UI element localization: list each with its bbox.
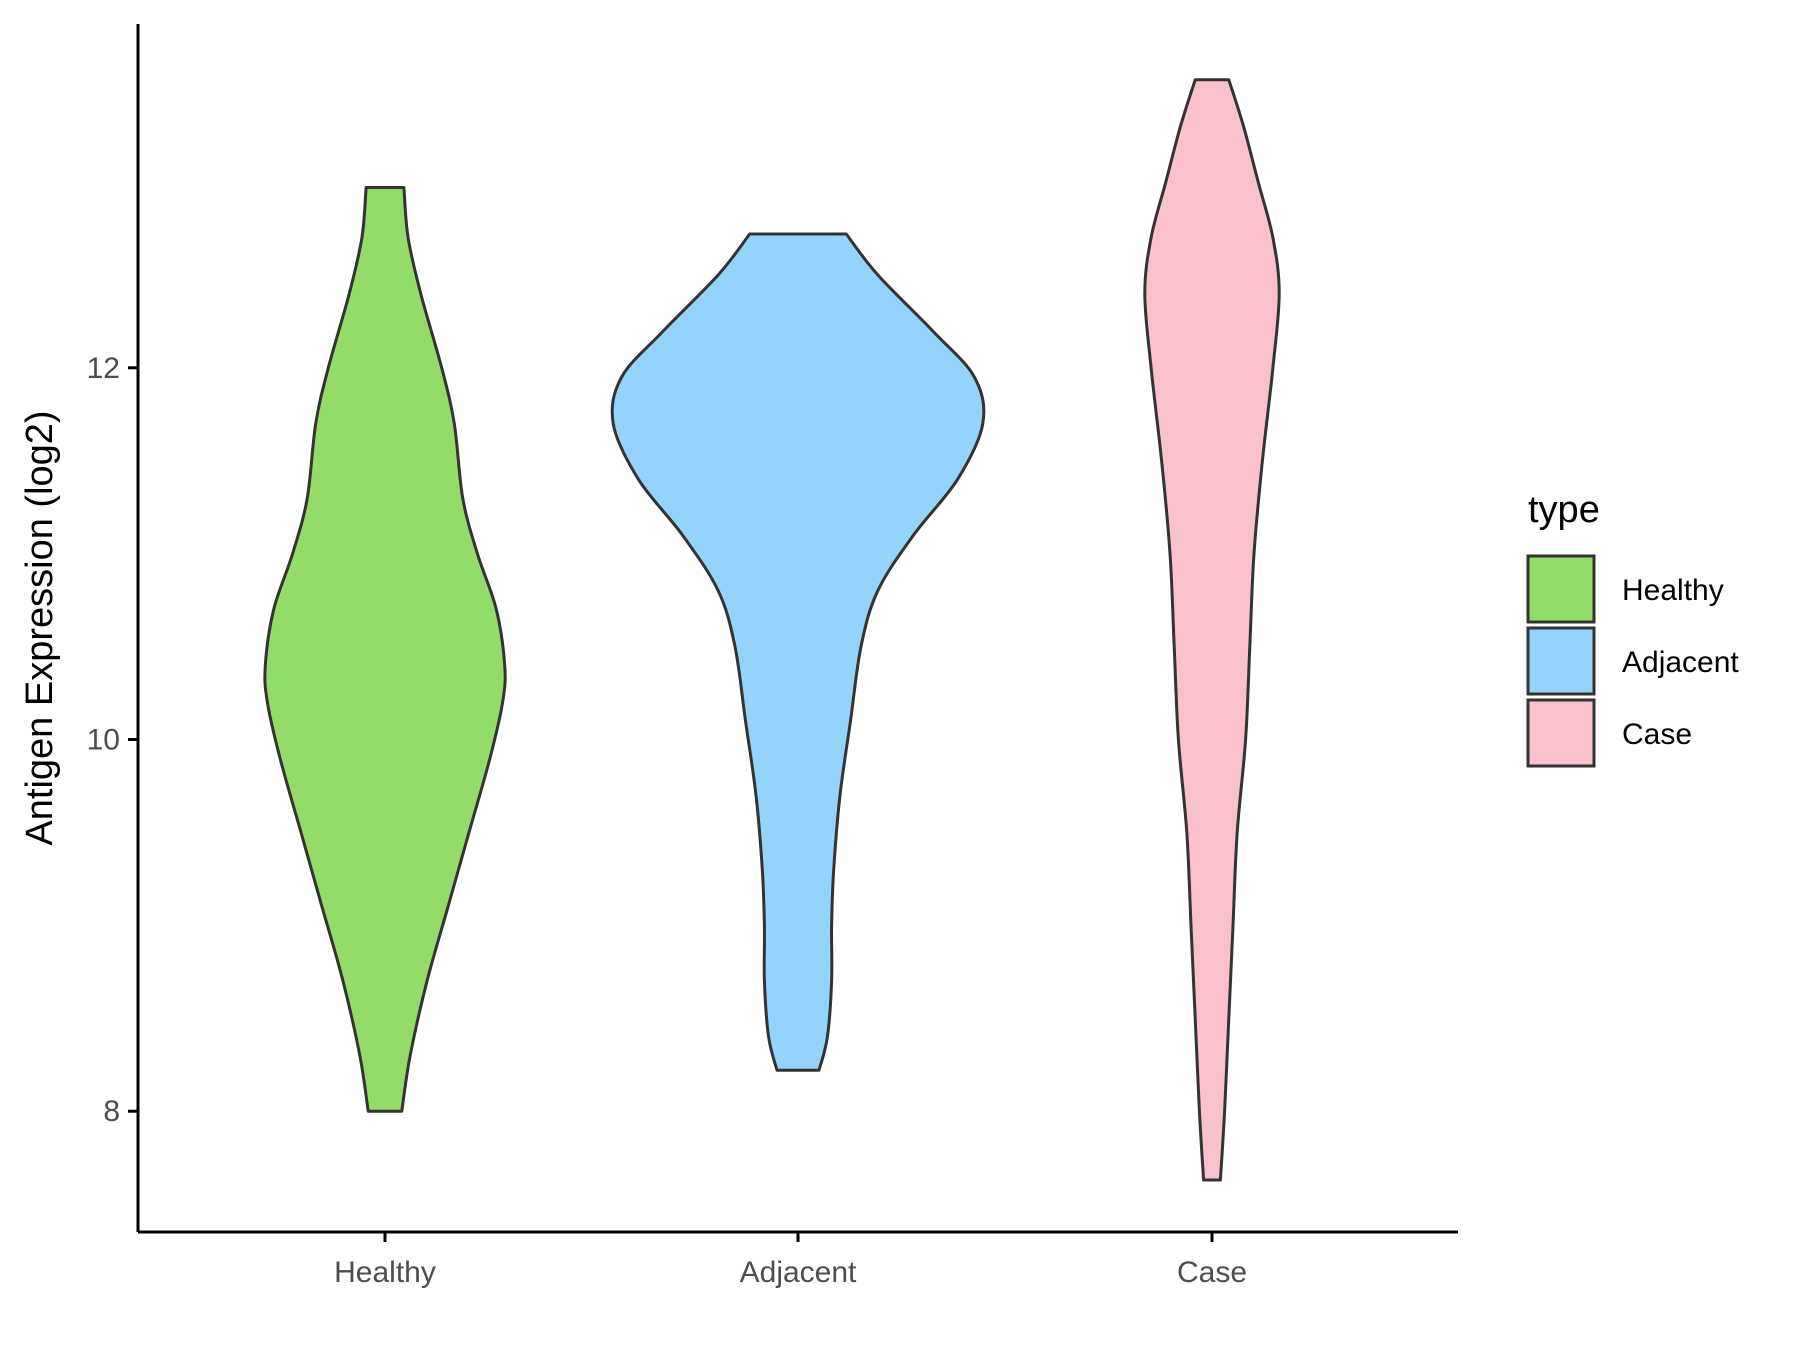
legend-title: type bbox=[1528, 489, 1600, 531]
legend-label-healthy: Healthy bbox=[1622, 574, 1724, 607]
x-tick-label: Healthy bbox=[334, 1256, 436, 1289]
x-tick-label: Adjacent bbox=[740, 1256, 857, 1289]
legend-swatch-healthy bbox=[1526, 554, 1596, 624]
y-tick-label: 10 bbox=[87, 724, 120, 757]
y-axis-title: Antigen Expression (log2) bbox=[19, 410, 61, 845]
violin-adjacent bbox=[610, 232, 986, 1072]
legend-items: Healthy Adjacent Case bbox=[1526, 554, 1739, 768]
violin-case bbox=[1143, 78, 1281, 1182]
x-ticks: Healthy Adjacent Case bbox=[334, 1232, 1247, 1289]
y-tick-label: 12 bbox=[87, 352, 120, 385]
legend-label-adjacent: Adjacent bbox=[1622, 646, 1739, 679]
legend-swatch-adjacent bbox=[1526, 626, 1596, 696]
x-tick-label: Case bbox=[1177, 1256, 1247, 1289]
violins bbox=[263, 78, 1281, 1182]
legend-label-case: Case bbox=[1622, 718, 1692, 751]
legend: type Healthy Adjacent Case bbox=[1526, 489, 1739, 768]
y-ticks: 8 10 12 bbox=[87, 352, 138, 1128]
y-tick-label: 8 bbox=[103, 1095, 120, 1128]
violin-healthy bbox=[263, 186, 507, 1113]
legend-swatch-case bbox=[1526, 698, 1596, 768]
